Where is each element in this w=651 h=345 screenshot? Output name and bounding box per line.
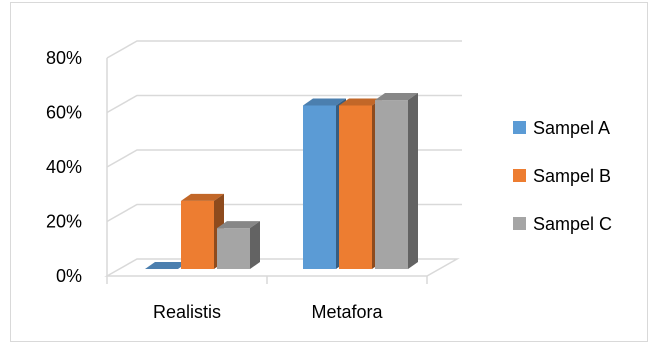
bar-top bbox=[181, 193, 224, 201]
legend-label: Sampel A bbox=[533, 118, 610, 138]
gridline bbox=[106, 94, 462, 114]
legend-label: Sampel B bbox=[533, 166, 611, 186]
bar-front bbox=[217, 228, 250, 269]
bar-front bbox=[375, 100, 408, 269]
bar-top bbox=[339, 98, 382, 106]
bar-front bbox=[181, 200, 214, 269]
x-category-label: Realistis bbox=[153, 302, 221, 322]
y-tick-label: 40% bbox=[46, 157, 82, 177]
y-tick-label: 80% bbox=[46, 48, 82, 68]
bar-front bbox=[339, 105, 372, 269]
bar-front bbox=[303, 105, 336, 269]
y-tick-label: 60% bbox=[46, 103, 82, 123]
legend-swatch bbox=[513, 169, 526, 182]
legend-swatch bbox=[513, 121, 526, 134]
bar-side bbox=[408, 93, 418, 269]
bar-top bbox=[303, 98, 346, 106]
bar-top bbox=[217, 221, 260, 229]
bar-top bbox=[145, 262, 188, 269]
chart-floor bbox=[104, 258, 460, 277]
y-tick-label: 20% bbox=[46, 212, 82, 232]
y-tick-label: 0% bbox=[56, 266, 82, 286]
legend-swatch bbox=[513, 217, 526, 230]
legend-label: Sampel C bbox=[533, 214, 612, 234]
gridline bbox=[106, 40, 462, 59]
bar-side bbox=[250, 221, 260, 269]
x-category-label: Metafora bbox=[311, 302, 383, 322]
bar-top bbox=[375, 93, 418, 101]
